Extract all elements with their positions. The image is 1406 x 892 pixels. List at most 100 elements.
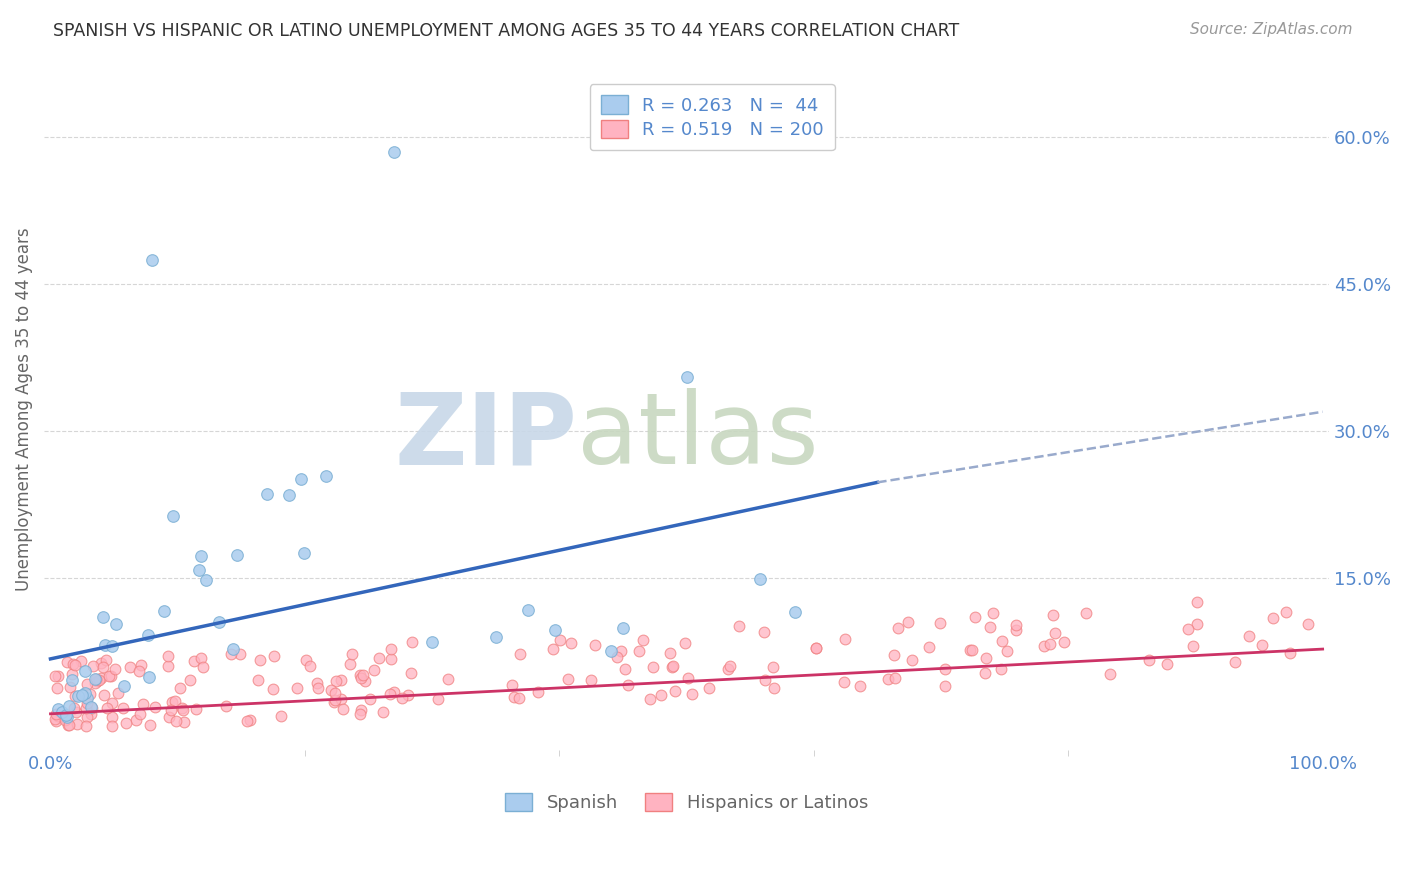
Point — [46, 708, 69, 723]
Point — [65, 705, 87, 719]
Point — [80, 706, 103, 721]
Point — [762, 681, 785, 695]
Point — [427, 691, 450, 706]
Point — [76, 709, 98, 723]
Point — [583, 639, 606, 653]
Point — [1263, 610, 1285, 624]
Point — [557, 673, 579, 687]
Point — [44, 713, 66, 727]
Point — [165, 714, 187, 728]
Point — [87, 673, 110, 687]
Point — [436, 672, 458, 686]
Point — [325, 673, 347, 688]
Point — [717, 662, 740, 676]
Point — [380, 652, 402, 666]
Point — [762, 660, 785, 674]
Point — [897, 615, 920, 629]
Point — [141, 252, 163, 267]
Point — [104, 661, 127, 675]
Point — [91, 609, 114, 624]
Point — [91, 659, 114, 673]
Point — [59, 680, 82, 694]
Point — [156, 649, 179, 664]
Point — [184, 702, 207, 716]
Point — [1005, 623, 1028, 637]
Point — [170, 700, 193, 714]
Point — [675, 370, 697, 384]
Point — [157, 709, 180, 723]
Point — [247, 673, 270, 688]
Point — [928, 615, 950, 630]
Point — [718, 658, 741, 673]
Point — [1177, 622, 1199, 636]
Point — [883, 648, 905, 663]
Point — [330, 691, 353, 706]
Point — [98, 668, 121, 682]
Point — [990, 662, 1012, 676]
Point — [1187, 595, 1209, 609]
Point — [129, 657, 152, 672]
Point — [51, 705, 73, 719]
Point — [76, 697, 98, 711]
Point — [292, 546, 315, 560]
Point — [368, 650, 391, 665]
Point — [349, 706, 371, 721]
Point — [45, 681, 67, 696]
Point — [194, 573, 217, 587]
Point — [965, 609, 987, 624]
Point — [156, 659, 179, 673]
Point — [262, 682, 284, 697]
Point — [62, 657, 84, 671]
Point — [877, 672, 900, 686]
Point — [162, 509, 184, 524]
Point — [981, 606, 1004, 620]
Point — [979, 620, 1001, 634]
Point — [396, 688, 419, 702]
Point — [834, 632, 856, 646]
Point — [114, 716, 136, 731]
Point — [94, 653, 117, 667]
Point — [118, 659, 141, 673]
Point — [1005, 618, 1028, 632]
Point — [193, 660, 215, 674]
Point — [53, 713, 76, 727]
Point — [371, 706, 394, 720]
Point — [502, 690, 524, 704]
Point — [323, 692, 346, 706]
Point — [748, 573, 770, 587]
Point — [804, 641, 827, 656]
Point — [662, 658, 685, 673]
Point — [128, 664, 150, 678]
Point — [350, 671, 373, 685]
Point — [70, 688, 93, 702]
Point — [1181, 640, 1204, 654]
Point — [884, 671, 907, 685]
Point — [160, 703, 183, 717]
Point — [58, 699, 80, 714]
Point — [100, 669, 122, 683]
Point — [172, 703, 194, 717]
Point — [162, 695, 184, 709]
Point — [90, 656, 112, 670]
Point — [256, 487, 278, 501]
Point — [236, 714, 259, 729]
Point — [143, 699, 166, 714]
Point — [959, 643, 981, 657]
Point — [44, 669, 66, 683]
Point — [190, 549, 212, 564]
Point — [380, 641, 402, 656]
Point — [295, 652, 318, 666]
Point — [329, 673, 352, 688]
Point — [832, 675, 855, 690]
Point — [1137, 653, 1160, 667]
Point — [75, 718, 97, 732]
Point — [509, 647, 531, 661]
Point — [1042, 607, 1064, 622]
Point — [1223, 655, 1246, 669]
Text: atlas: atlas — [578, 388, 818, 485]
Text: ZIP: ZIP — [395, 388, 578, 485]
Point — [132, 697, 155, 711]
Point — [641, 660, 664, 674]
Point — [616, 678, 638, 692]
Legend: Spanish, Hispanics or Latinos: Spanish, Hispanics or Latinos — [495, 781, 879, 822]
